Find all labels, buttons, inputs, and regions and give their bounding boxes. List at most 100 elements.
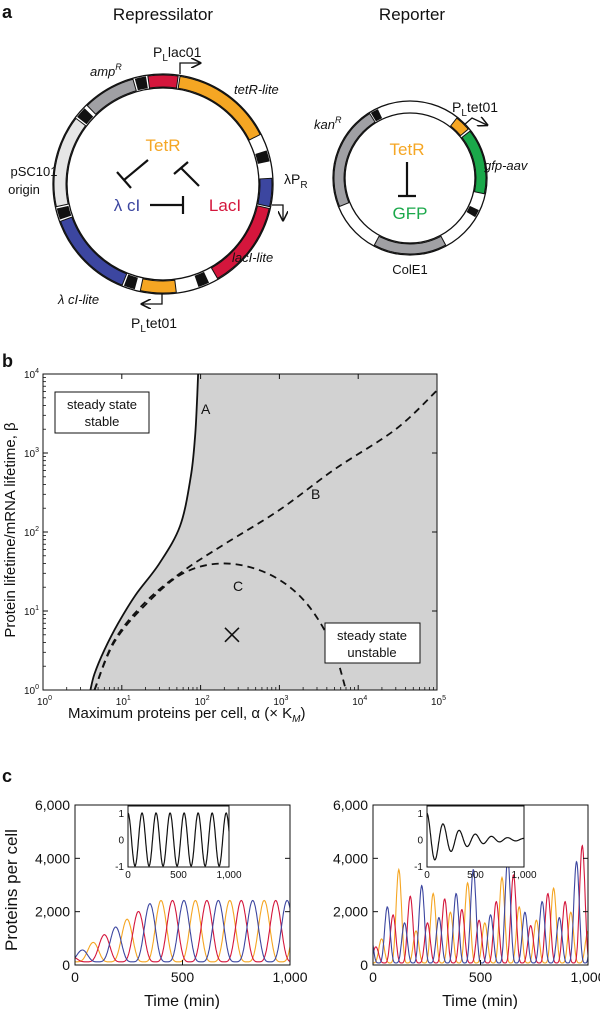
tetr-gene-label: tetR-lite: [234, 82, 279, 97]
curve-a-label: A: [201, 401, 211, 417]
lcl-gene-arc: [59, 216, 128, 286]
origin-label-2: origin: [8, 182, 40, 197]
stable-box: steady state stable: [54, 391, 150, 434]
repressilator-plasmid: [52, 73, 274, 295]
x-tick-label: 0: [369, 969, 377, 985]
terminator-mark: [370, 109, 383, 122]
x-tick-label: 102: [195, 695, 210, 708]
origin-label-1: pSC101: [11, 164, 58, 179]
stable-label-1: steady state: [67, 397, 137, 412]
tetr-gene-arc: [177, 75, 261, 141]
protein-trace: [373, 844, 588, 964]
x-tick-label: 500: [171, 969, 195, 985]
protein-trace: [373, 867, 588, 964]
laci-gene-label: lacI-lite: [232, 250, 273, 265]
x-tick-label: 105: [431, 695, 446, 708]
inset-y-tick: -1: [414, 862, 423, 873]
y-tick-label: 0: [62, 957, 70, 973]
cole1-label: ColE1: [392, 262, 427, 277]
inset-x-tick: 1,000: [216, 870, 241, 881]
terminator-mark: [134, 76, 148, 91]
y-tick-label: 101: [24, 605, 39, 618]
terminator-mark: [77, 108, 94, 125]
lpr-segment: [257, 177, 273, 208]
cole1-arc: [373, 235, 447, 255]
reporter-promoter-arrow: [463, 118, 487, 125]
ptet-promoter-arrow: [142, 294, 163, 304]
plac-promoter-arrow: [179, 63, 200, 74]
inset-y-tick: 1: [417, 809, 423, 820]
curve-c-label: C: [233, 578, 243, 594]
gfp-gene-label: gfp-aav: [484, 158, 529, 173]
y-tick-label: 100: [24, 684, 39, 697]
parameter-marker: [224, 627, 240, 643]
unstable-box: steady state unstable: [324, 622, 421, 664]
unstable-region: [90, 374, 437, 690]
panel-b-letter: b: [2, 351, 13, 371]
inset-y-tick: 1: [118, 809, 124, 820]
inset-y-tick: 0: [118, 836, 124, 847]
x-tick-label: 103: [273, 695, 288, 708]
unstable-label-2: unstable: [347, 645, 396, 660]
unstable-label-1: steady state: [337, 628, 407, 643]
reporter-repression-edge: [398, 162, 416, 198]
inset-x-tick: 0: [125, 870, 131, 881]
phase-diagram: 100 101 102 103 104 105 100 101 102 103 104: [24, 368, 446, 708]
curve-c: [93, 562, 347, 690]
y-tick-label: 6,000: [35, 797, 70, 813]
inset-y-tick: -1: [115, 862, 124, 873]
curve-b: [93, 389, 437, 690]
time-xlabel-right: Time (min): [442, 993, 518, 1009]
amp-gene-arc: [86, 78, 137, 115]
terminator-mark: [194, 271, 210, 288]
reporter-tetr-protein: TetR: [390, 140, 425, 159]
protein-trace: [75, 899, 290, 963]
y-tick-label: 104: [24, 368, 39, 381]
lpr-promoter-arrow: [272, 204, 283, 220]
stable-label-2: stable: [85, 414, 120, 429]
x-tick-label: 500: [469, 969, 493, 985]
y-tick-label: 4,000: [35, 850, 70, 866]
gfp-gene-arc: [461, 130, 487, 195]
terminator-mark: [123, 274, 138, 290]
plac-segment: [147, 74, 179, 89]
plac-label: PLlac01: [153, 44, 202, 64]
kan-gene-arc: [333, 112, 376, 208]
x-tick-label: 1,000: [570, 969, 600, 985]
inset-x-tick: 500: [170, 870, 187, 881]
reporter-plasmid: [332, 100, 488, 256]
panel-a-letter: a: [2, 2, 13, 22]
y-tick-label: 102: [24, 526, 39, 539]
ptet-segment: [139, 278, 177, 294]
inset-x-tick: 0: [424, 870, 430, 881]
amp-label: ampR: [90, 62, 122, 79]
reporter-title: Reporter: [379, 5, 445, 24]
x-tick-label: 1,000: [272, 969, 307, 985]
y-tick-label: 2,000: [35, 904, 70, 920]
curve-b-label: B: [311, 486, 320, 502]
y-tick-label: 4,000: [333, 850, 368, 866]
laci-gene-arc: [210, 205, 270, 280]
phase-ylabel: Protein lifetime/mRNA lifetime, β: [2, 422, 19, 638]
repressilator-title: Repressilator: [113, 5, 213, 24]
y-tick-label: 2,000: [333, 904, 368, 920]
x-tick-label: 101: [116, 695, 131, 708]
lpr-label: λPR: [284, 171, 308, 191]
x-tick-label: 0: [71, 969, 79, 985]
repression-edges: [116, 159, 200, 214]
protein-trace: [75, 899, 290, 963]
tetr-protein: TetR: [146, 136, 181, 155]
lcl-protein: λ cI: [114, 196, 140, 215]
reporter-ptet-segment: [449, 117, 469, 137]
origin-arc: [53, 117, 87, 208]
curve-a: [89, 374, 200, 690]
gfp-protein: GFP: [393, 204, 428, 223]
proteins-ylabel: Proteins per cell: [2, 829, 21, 951]
y-tick-label: 0: [360, 957, 368, 973]
lcl-gene-label: λ cI-lite: [57, 292, 99, 307]
